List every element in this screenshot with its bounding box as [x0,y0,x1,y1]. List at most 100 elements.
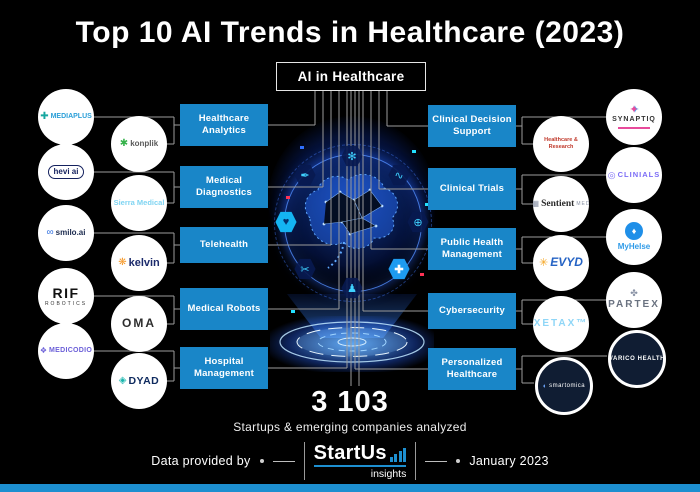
trend-box-medical-robots: Medical Robots [180,288,268,330]
company-name: smilo.ai [55,228,86,238]
divider-line [303,442,305,480]
company-logo-partex: ✤ PARTEX [606,272,662,328]
snowflake-icon: ❋ [118,257,127,268]
glitch-pixel [412,150,416,153]
company-subtitle: MED [576,201,589,207]
bullet-dot [456,459,461,463]
company-name: Healthcare & Research [544,136,578,150]
company-logo-smartomica: ◐ smartomica [535,357,593,415]
ribbon-icon: ✤ [630,288,638,299]
trend-box-clinical-trials: Clinical Trials [428,168,516,210]
trend-box-telehealth: Telehealth [180,227,268,263]
company-name: smartomica [549,382,586,389]
company-logo-myhelse: ♦ MyHelse [606,209,662,265]
logo-subtitle: insights [370,467,407,480]
medical-cross-icon: ✚ [388,258,410,280]
trend-box-public-health-management: Public Health Management [428,228,516,270]
bar-chart-icon [389,447,407,463]
starburst-icon: ✳ [539,256,549,269]
company-name: XETAX™ [533,318,589,330]
center-topic-box: AI in Healthcare [276,62,426,91]
company-name: hevi ai [47,165,85,179]
company-name: MyHelse [617,242,651,252]
company-logo-hevi-ai: hevi ai [38,144,94,200]
company-name: konplik [130,139,159,149]
data-provided-by-label: Data provided by [151,454,251,468]
company-logo-smilo-ai: ∞ smilo.ai [38,205,94,261]
company-name: MEDIAPLUS [50,112,92,120]
burst-icon: ✱ [119,138,129,149]
logo-wordmark: StartUs [313,441,387,464]
company-logo-rif-robotics: RIF ROBOTICS [38,268,94,324]
company-name: OMA [122,316,156,331]
trend-box-medical-diagnostics: Medical Diagnostics [180,166,268,208]
medical-cross-icon: ✚ [40,111,49,122]
grid-icon: ▦ [533,199,540,208]
company-logo-konplik: ✱ konplik [111,116,167,172]
hexagon-icon: ◈ [118,375,127,386]
glitch-pixel [291,310,295,313]
hologram-outer-ring [274,144,432,302]
glitch-pixel [300,146,304,149]
company-name: RIF [52,284,80,301]
hologram-base-rings [279,321,425,363]
divider-line [425,460,448,462]
syringe-icon: ✒ [294,164,316,186]
company-logo-evyd: ✳ EVYD [533,235,589,291]
person-icon: ♟ [341,277,363,299]
droplet-icon: ♦ [625,222,643,241]
company-name: Sierra Medical [113,197,165,207]
tagline-bar [618,126,650,129]
sphere-icon: ◐ [542,382,548,390]
company-logo-dyad: ◈ DYAD [111,353,167,409]
glitch-pixel [420,273,424,276]
logo-underline [313,464,407,467]
glitch-pixel [425,203,429,206]
date-label: January 2023 [469,454,549,468]
footer: Data provided by StartUs insights Januar… [0,441,700,480]
company-logo-synaptiq: ✦ SYNAPTIQ [606,89,662,145]
company-subtitle: ROBOTICS [44,301,88,308]
company-logo-sentient-med: ▦ Sentient MED [533,176,589,232]
company-logo-kelvin: ❋ kelvin [111,235,167,291]
startus-insights-logo: StartUs insights [313,441,407,480]
company-name: VARICO HEALTH [608,355,666,362]
startups-count: 3 103 [311,386,389,418]
company-name: DYAD [128,374,160,387]
ring-icon: ◎ [607,169,616,180]
trend-box-hospital-management: Hospital Management [180,347,268,389]
company-logo-clinials: ◎ CLINIALS [606,147,662,203]
startups-count-caption: Startups & emerging companies analyzed [233,420,467,434]
trend-box-cybersecurity: Cybersecurity [428,293,516,329]
trend-box-healthcare-analytics: Healthcare Analytics [180,104,268,146]
company-logo-oma: OMA [111,296,167,352]
company-logo-xetax: XETAX™ [533,296,589,352]
company-logo-sierra-medical: Sierra Medical [111,175,167,231]
bottom-accent-bar [0,484,700,492]
star-icon: ✦ [629,104,639,117]
diamond-icon: ❖ [39,346,47,355]
loop-icon: ∞ [46,227,54,238]
bullet-dot [259,459,264,463]
company-name: Sentient [541,198,575,209]
company-name: SYNAPTIQ [612,116,656,124]
glitch-pixel [286,196,290,199]
heart-icon: ♥ [275,211,297,233]
divider-line [272,460,295,462]
trend-box-clinical-decision-support: Clinical Decision Support [428,105,516,147]
company-name: kelvin [128,256,160,269]
company-name: EVYD [550,255,583,270]
company-logo-healthcare-research: Healthcare & Research [533,116,589,172]
scalpel-icon: ✂ [294,258,316,280]
company-logo-medicodio: ❖ MEDICODIO [38,323,94,379]
target-icon: ⊕ [407,211,429,233]
page-title: Top 10 AI Trends in Healthcare (2023) [75,16,625,49]
flask-icon: ✻ [341,145,363,167]
dna-icon: ∿ [388,164,410,186]
company-name: MEDICODIO [49,346,93,354]
company-logo-varico-health: VARICO HEALTH [608,330,666,388]
divider-line [415,442,417,480]
company-logo-mediaplus: ✚ MEDIAPLUS [38,89,94,145]
trend-box-personalized-healthcare: Personalized Healthcare [428,348,516,390]
